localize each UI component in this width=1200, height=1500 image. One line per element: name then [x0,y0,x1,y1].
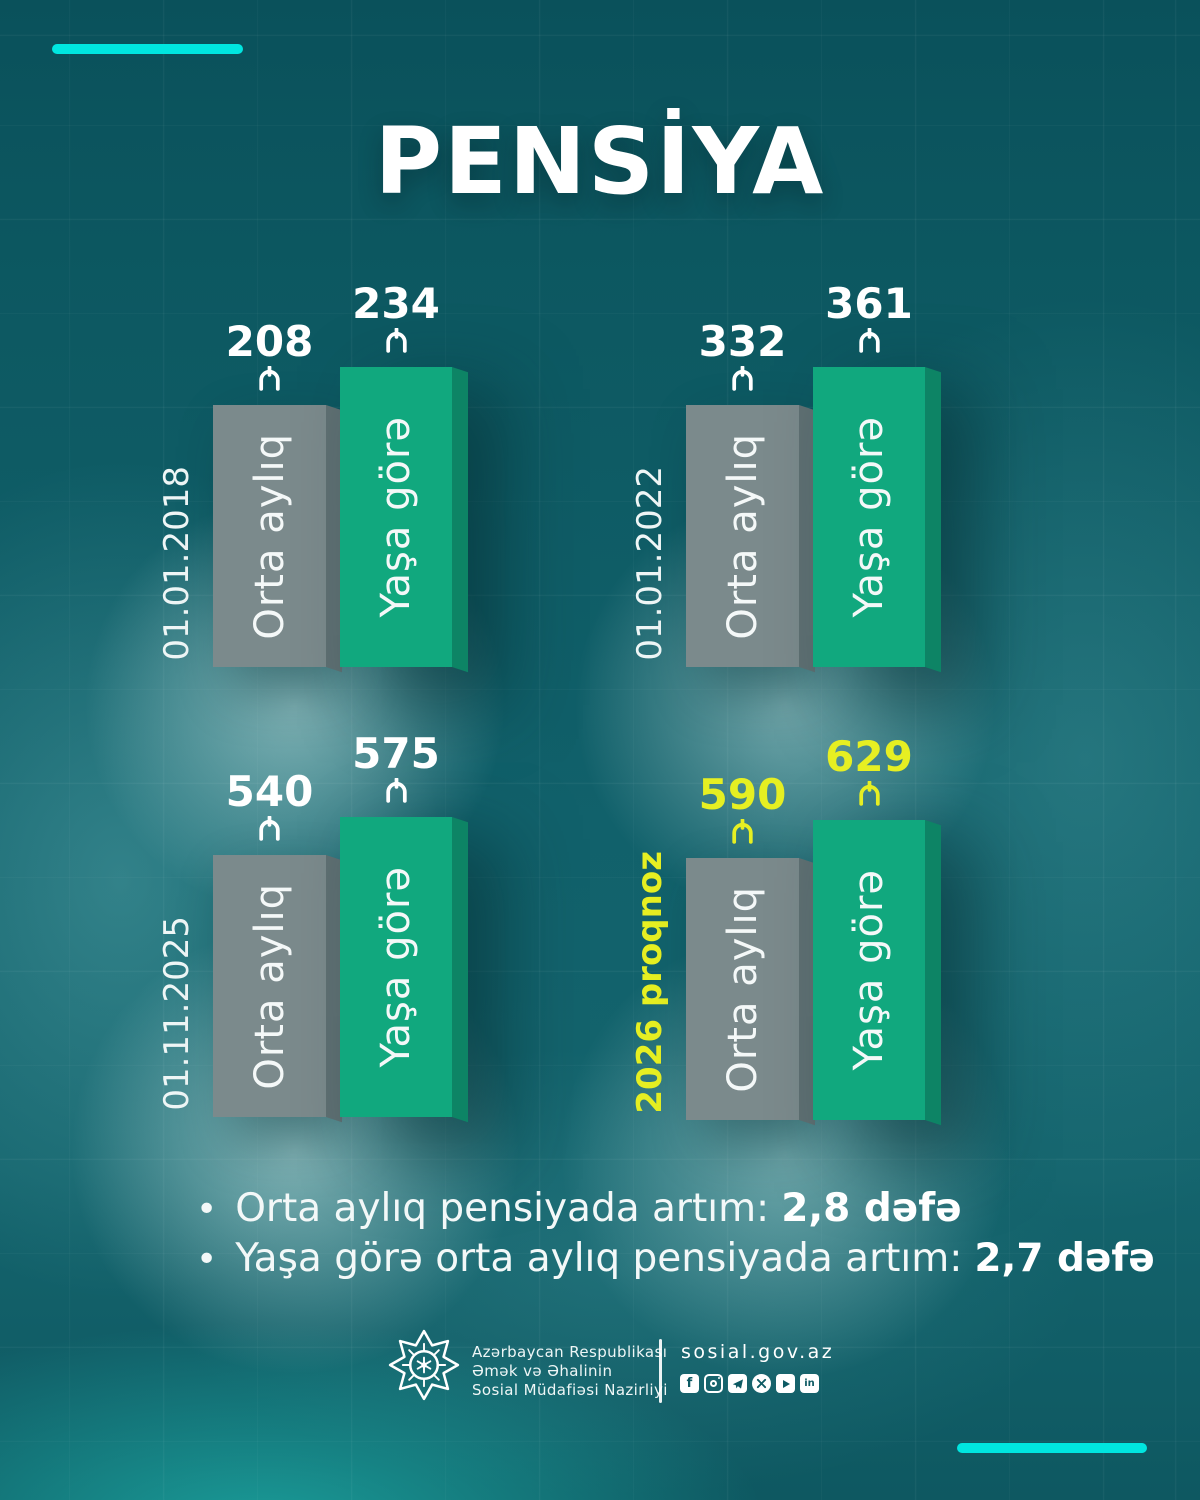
bar-orta-ayliq: Orta aylıq [213,855,342,1123]
value-yasa-gore: 575 [338,733,454,803]
instagram-dot [718,1377,720,1379]
value-yasa-gore: 629 [811,736,927,806]
value-orta-ayliq: 208 [211,321,328,391]
bar-3d-side [452,367,468,673]
play-triangle [783,1379,790,1388]
bar-label: Orta aylıq [719,432,766,640]
telegram-icon[interactable] [728,1374,747,1393]
bar-orta-ayliq: Orta aylıq [686,858,815,1126]
manat-icon [732,819,753,844]
manat-icon [858,781,880,806]
bullet-text: Orta aylıq pensiyada artım: [235,1186,770,1231]
website-link[interactable]: sosial.gov.az [681,1341,835,1363]
footer-divider [659,1339,662,1403]
ministry-line: Azərbaycan Respublikası [472,1343,668,1361]
x-icon[interactable] [752,1374,771,1393]
bar-label: Orta aylıq [246,882,293,1090]
manat-icon [732,366,753,391]
bar-yasa-gore: Yaşa görə [340,817,468,1123]
bar-3d-side [925,367,941,673]
bar-orta-ayliq: Orta aylıq [213,405,342,673]
youtube-icon[interactable] [776,1374,795,1393]
bar-yasa-gore: Yaşa görə [813,820,941,1126]
bar-label: Yaşa görə [846,869,892,1071]
bar-label: Yaşa görə [373,866,419,1068]
group-date-label: 01.01.2018 [157,466,197,661]
manat-icon [385,328,407,353]
social-icons-row: f in [680,1374,819,1393]
bar-label: Yaşa görə [846,416,892,618]
linkedin-icon[interactable]: in [800,1374,819,1393]
value-orta-ayliq: 590 [684,774,801,844]
value-yasa-gore: 234 [338,283,454,353]
bullet-bold-value: 2,8 dəfə [781,1186,962,1231]
manat-icon [858,328,880,353]
bar-3d-side [452,817,468,1123]
ministry-line: Sosial Müdafiəsi Nazirliyi [472,1381,668,1399]
summary-bullets: • Orta aylıq pensiyada artım: 2,8 dəfə •… [196,1184,1155,1284]
bar-label: Yaşa görə [373,416,419,618]
bar-yasa-gore: Yaşa görə [813,367,941,673]
chart-group-2026-forecast: 2026 proqnoz Orta aylıq Yaşa görə 590 62… [630,736,956,1126]
instagram-lens [710,1380,717,1387]
facebook-icon[interactable]: f [680,1374,699,1393]
bullet-item: • Yaşa görə orta aylıq pensiyada artım: … [196,1234,1155,1284]
manat-icon [259,366,280,391]
manat-icon [385,778,407,803]
page-title: PENSİYA [374,108,826,215]
bar-orta-ayliq: Orta aylıq [686,405,815,673]
value-orta-ayliq: 540 [211,771,328,841]
chart-group-2018: 01.01.2018 Orta aylıq Yaşa görə 208 234 [157,283,483,673]
group-date-label: 2026 proqnoz [630,851,670,1114]
bottom-accent-line [957,1443,1147,1453]
bar-label: Orta aylıq [719,885,766,1093]
instagram-icon[interactable] [704,1374,723,1393]
manat-icon [259,816,280,841]
value-orta-ayliq: 332 [684,321,801,391]
value-yasa-gore: 361 [811,283,927,353]
ministry-line: Əmək və Əhalinin [472,1362,613,1380]
group-date-label: 01.11.2025 [157,916,197,1111]
ministry-emblem-logo [388,1329,460,1401]
chart-group-2025: 01.11.2025 Orta aylıq Yaşa görə 540 575 [157,733,483,1123]
top-accent-line [52,44,243,54]
group-date-label: 01.01.2022 [630,466,670,661]
bar-yasa-gore: Yaşa görə [340,367,468,673]
bar-3d-side [925,820,941,1126]
ministry-name: Azərbaycan Respublikası Əmək və Əhalinin… [472,1343,668,1400]
bar-label: Orta aylıq [246,432,293,640]
bullet-bold-value: 2,7 dəfə [974,1236,1155,1281]
bullet-dot-icon: • [196,1239,218,1280]
bullet-item: • Orta aylıq pensiyada artım: 2,8 dəfə [196,1184,1155,1234]
bullet-dot-icon: • [196,1189,218,1230]
bullet-text: Yaşa görə orta aylıq pensiyada artım: [235,1236,963,1281]
chart-group-2022: 01.01.2022 Orta aylıq Yaşa görə 332 361 [630,283,956,673]
